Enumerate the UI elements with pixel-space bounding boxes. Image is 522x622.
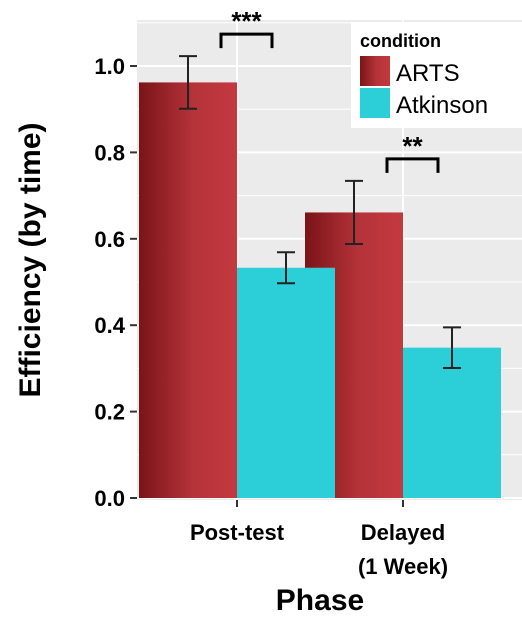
- x-tick-label: Delayed (1 Week): [358, 520, 448, 579]
- legend-label-atkinson: Atkinson: [396, 92, 488, 119]
- y-tick-label: 0.0: [94, 486, 125, 511]
- error-bar-atkinson-0: [277, 251, 295, 285]
- y-axis: 0.0 0.2 0.4 0.6 0.8 1.0: [94, 54, 137, 511]
- significance-label-1: **: [402, 131, 423, 161]
- significance-bracket-0: ***: [219, 6, 274, 49]
- legend-label-arts: ARTS: [396, 60, 460, 87]
- x-axis: Post-test Delayed (1 Week): [190, 500, 448, 579]
- error-bar-arts-0: [179, 55, 197, 110]
- bars: [139, 82, 501, 498]
- y-tick-label: 1.0: [94, 54, 125, 79]
- legend-swatch-atkinson: [360, 88, 390, 118]
- y-tick-label: 0.8: [94, 140, 125, 165]
- y-axis-title: Efficiency (by time): [14, 122, 47, 397]
- x-axis-title: Phase: [276, 584, 364, 617]
- x-tick-label: Post-test: [190, 520, 285, 545]
- significance-label-0: ***: [231, 6, 262, 36]
- legend: condition ARTS Atkinson: [351, 22, 522, 128]
- bar-atkinson-0: [237, 267, 335, 498]
- significance-bracket-1: **: [385, 131, 440, 173]
- y-tick-label: 0.2: [94, 400, 125, 425]
- bar-arts-0: [139, 82, 237, 498]
- bar-atkinson-1: [403, 347, 501, 498]
- significance-annotations: *****: [219, 6, 440, 173]
- error-bars: [179, 55, 461, 369]
- legend-swatch-arts: [360, 56, 390, 86]
- error-bar-atkinson-1: [443, 326, 461, 369]
- y-tick-label: 0.4: [94, 313, 125, 338]
- y-tick-label: 0.6: [94, 227, 125, 252]
- error-bar-arts-1: [345, 179, 363, 245]
- legend-title: condition: [360, 31, 441, 51]
